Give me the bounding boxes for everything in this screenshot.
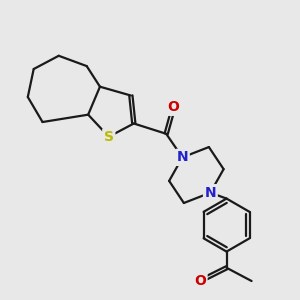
Text: O: O [194, 274, 206, 288]
Text: N: N [177, 150, 188, 164]
Text: O: O [168, 100, 179, 114]
Text: S: S [104, 130, 114, 144]
Text: N: N [205, 186, 216, 200]
